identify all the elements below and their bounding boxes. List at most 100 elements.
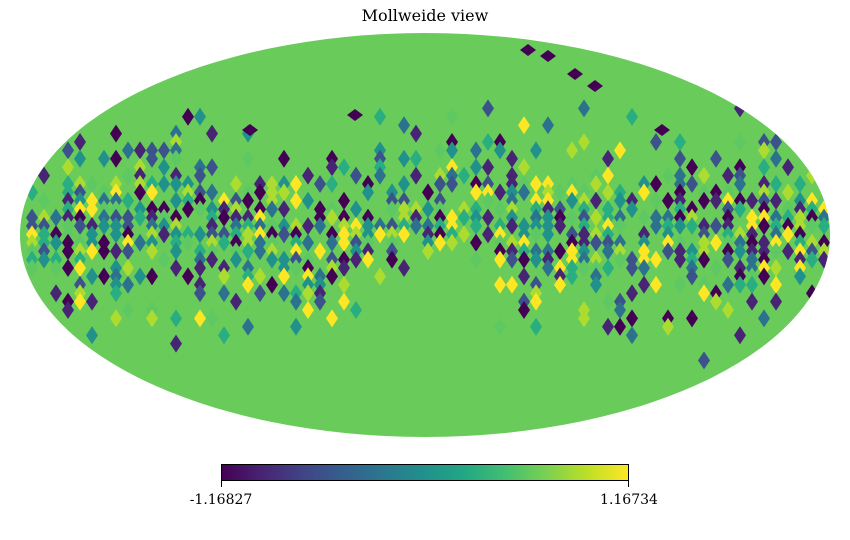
sky-pixel bbox=[590, 208, 602, 227]
sky-pixel bbox=[674, 275, 686, 294]
sky-pixel bbox=[74, 292, 86, 311]
sky-pixel bbox=[602, 317, 614, 336]
sky-pixel bbox=[722, 166, 734, 185]
sky-pixel bbox=[122, 191, 134, 210]
sky-pixel bbox=[362, 183, 374, 202]
sky-pixel bbox=[554, 242, 566, 261]
sky-pixel bbox=[278, 284, 290, 303]
sky-pixel bbox=[122, 242, 134, 261]
sky-pixel bbox=[98, 242, 110, 261]
sky-pixel bbox=[770, 259, 782, 277]
sky-pixel bbox=[590, 275, 602, 294]
sky-pixel bbox=[110, 284, 122, 303]
sky-pixel bbox=[770, 275, 782, 294]
sky-pixel bbox=[422, 183, 434, 202]
chart-title: Mollweide view bbox=[361, 6, 489, 25]
sky-pixel bbox=[110, 149, 122, 168]
sky-pixel bbox=[410, 124, 422, 143]
sky-pixel bbox=[686, 267, 698, 286]
sky-pixel bbox=[770, 242, 782, 261]
sky-pixel bbox=[566, 141, 578, 160]
sky-pixel bbox=[518, 301, 530, 319]
sky-pixel bbox=[614, 217, 626, 235]
sky-pixel bbox=[230, 250, 242, 269]
sky-pixel bbox=[362, 250, 374, 269]
colorbar bbox=[221, 464, 629, 481]
sky-pixel bbox=[242, 242, 254, 261]
sky-pixel bbox=[242, 191, 254, 210]
sky-pixel bbox=[698, 191, 710, 210]
sky-pixel bbox=[578, 99, 590, 118]
sky-pixel bbox=[542, 116, 554, 135]
sky-pixel bbox=[230, 292, 242, 311]
sky-pixel bbox=[590, 233, 602, 252]
sky-pixel bbox=[554, 217, 566, 235]
sky-pixel bbox=[266, 200, 278, 219]
sky-pixels bbox=[26, 44, 830, 370]
sky-pixel bbox=[326, 208, 338, 227]
sky-pixel bbox=[242, 149, 254, 168]
sky-pixel bbox=[567, 68, 583, 80]
sky-pixel bbox=[566, 267, 578, 286]
sky-pixel bbox=[38, 166, 50, 185]
sky-pixel bbox=[602, 149, 614, 168]
sky-pixel bbox=[254, 242, 266, 261]
sky-pixel bbox=[446, 141, 458, 160]
sky-pixel bbox=[758, 158, 770, 177]
sky-pixel bbox=[194, 107, 206, 126]
sky-pixel bbox=[638, 259, 650, 277]
sky-pixel bbox=[206, 124, 218, 143]
mollweide-map bbox=[20, 33, 830, 437]
sky-pixel bbox=[86, 242, 98, 261]
sky-pixel bbox=[482, 99, 494, 118]
sky-pixel bbox=[50, 208, 62, 227]
sky-pixel bbox=[110, 124, 122, 143]
sky-pixel bbox=[494, 200, 506, 219]
sky-pixel bbox=[674, 217, 686, 235]
sky-pixel bbox=[734, 175, 746, 193]
sky-pixel bbox=[722, 275, 734, 294]
sky-pixel bbox=[62, 141, 74, 160]
sky-pixel bbox=[182, 267, 194, 286]
sky-pixel bbox=[242, 124, 258, 136]
sky-pixel bbox=[230, 175, 242, 193]
sky-pixel bbox=[770, 175, 782, 193]
sky-pixel bbox=[338, 292, 350, 311]
sky-pixel bbox=[74, 259, 86, 277]
sky-pixel bbox=[626, 259, 638, 277]
sky-pixel bbox=[494, 317, 506, 336]
sky-pixel bbox=[482, 225, 494, 244]
sky-pixel bbox=[206, 158, 218, 177]
sky-pixel bbox=[506, 149, 518, 168]
sky-pixel bbox=[314, 175, 326, 193]
sky-pixel bbox=[74, 149, 86, 168]
sky-pixel bbox=[542, 259, 554, 277]
sky-pixel bbox=[146, 242, 158, 261]
sky-pixel bbox=[170, 191, 182, 210]
sky-pixel bbox=[782, 242, 794, 261]
sky-pixel bbox=[158, 141, 170, 160]
sky-pixel bbox=[530, 175, 542, 193]
sky-pixel bbox=[338, 191, 350, 210]
sky-pixel bbox=[218, 208, 230, 227]
sky-pixel bbox=[302, 191, 314, 210]
sky-pixel bbox=[494, 183, 506, 202]
sky-pixel bbox=[482, 191, 494, 210]
sky-pixel bbox=[146, 149, 158, 168]
sky-pixel bbox=[626, 309, 638, 328]
sky-pixel bbox=[374, 166, 386, 185]
sky-pixel bbox=[326, 175, 338, 193]
sky-pixel bbox=[470, 183, 482, 202]
sky-pixel bbox=[686, 158, 698, 177]
sky-pixel bbox=[170, 149, 182, 168]
sky-pixel bbox=[50, 233, 62, 252]
sky-pixel bbox=[710, 259, 722, 277]
colorbar-min-tick bbox=[221, 481, 222, 487]
sky-pixel bbox=[218, 267, 230, 286]
sky-pixel bbox=[770, 133, 782, 151]
sky-pixel bbox=[698, 284, 710, 303]
sky-pixel bbox=[158, 175, 170, 193]
sky-pixel bbox=[50, 259, 62, 277]
sky-pixel bbox=[782, 158, 794, 177]
sky-pixel bbox=[530, 250, 542, 269]
